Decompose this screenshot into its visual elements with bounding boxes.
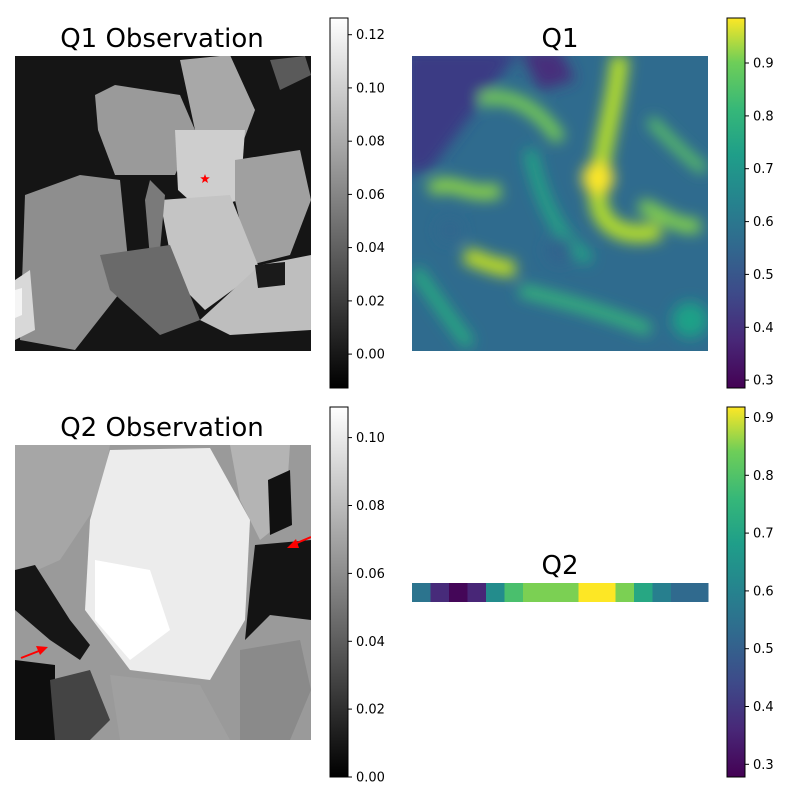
panel-q1: Q1 0.3 xyxy=(412,17,774,389)
panel-title: Q1 Observation xyxy=(60,24,264,54)
heatmap-cell xyxy=(504,583,524,602)
colorbar-tick-label: 0.06 xyxy=(356,188,385,203)
star-marker xyxy=(200,174,210,183)
heatmap-cell xyxy=(449,583,468,602)
colorbar-ticks: 0.3 0.4 0.5 0.6 0.7 0.8 0.9 xyxy=(745,411,774,773)
heatmap-cell xyxy=(597,583,616,602)
colorbar-tick-label: 0.02 xyxy=(356,703,385,718)
colorbar-tick-label: 0.6 xyxy=(753,215,774,230)
colorbar: 0.3 0.4 0.5 0.6 0.7 0.8 0.9 xyxy=(726,406,774,778)
colorbar-tick-label: 0.06 xyxy=(356,567,385,582)
colorbar-tick-label: 0.7 xyxy=(753,162,774,177)
heatmap-image xyxy=(15,445,311,740)
heatmap-cell xyxy=(671,583,690,602)
heatmap-image xyxy=(412,56,708,351)
colorbar-tick-label: 0.3 xyxy=(753,374,774,389)
colorbar-tick-label: 0.4 xyxy=(753,700,774,715)
heatmap-image xyxy=(15,56,311,351)
colorbar-tick-label: 0.9 xyxy=(753,57,774,72)
heatmap-cell xyxy=(689,583,709,602)
colorbar-tick-label: 0.5 xyxy=(753,642,774,657)
heatmap-cell xyxy=(615,583,635,602)
colorbar-tick-label: 0.8 xyxy=(753,109,774,124)
colorbar-tick-label: 0.12 xyxy=(356,28,385,43)
panel-q1-observation: Q1 Observation 0.00 0.02 0.04 0.06 xyxy=(15,17,385,389)
colorbar-tick-label: 0.3 xyxy=(753,758,774,773)
heatmap-cell xyxy=(486,583,505,602)
colorbar-tick-label: 0.10 xyxy=(356,81,385,96)
heatmap-cell xyxy=(467,583,487,602)
heatmap-cell xyxy=(523,583,542,602)
colorbar-tick-label: 0.08 xyxy=(356,135,385,150)
colorbar-tick-label: 0.9 xyxy=(753,411,774,426)
colorbar-tick-label: 0.6 xyxy=(753,584,774,599)
panel-title: Q2 Observation xyxy=(60,413,264,443)
colorbar: 0.00 0.02 0.04 0.06 0.08 0.10 xyxy=(329,406,385,786)
heatmap-cell xyxy=(560,583,579,602)
colorbar-tick-label: 0.10 xyxy=(356,431,385,446)
colorbar-tick-label: 0.08 xyxy=(356,499,385,514)
colorbar-tick-label: 0.04 xyxy=(356,241,385,256)
heatmap-cell xyxy=(634,583,653,602)
colorbar-tick-label: 0.8 xyxy=(753,469,774,484)
colorbar-ticks: 0.3 0.4 0.5 0.6 0.7 0.8 0.9 xyxy=(745,57,774,389)
colorbar-tick-label: 0.7 xyxy=(753,527,774,542)
colorbar: 0.00 0.02 0.04 0.06 0.08 0.10 0.12 xyxy=(329,17,385,389)
colorbar: 0.3 0.4 0.5 0.6 0.7 0.8 0.9 xyxy=(726,17,774,389)
heatmap-cell xyxy=(652,583,672,602)
colorbar-tick-label: 0.02 xyxy=(356,294,385,309)
colorbar-ticks: 0.00 0.02 0.04 0.06 0.08 0.10 0.12 xyxy=(348,28,385,363)
panel-title: Q1 xyxy=(541,24,578,54)
heatmap-strip xyxy=(412,583,709,602)
colorbar-tick-label: 0.00 xyxy=(356,771,385,786)
panel-q2-observation: Q2 Observation 0.00 0.02 0.04 xyxy=(15,406,385,786)
panel-q2: Q2 0.3 0.4 0.5 0.6 0.7 0.8 0.9 xyxy=(412,406,774,778)
colorbar-tick-label: 0.00 xyxy=(356,348,385,363)
colorbar-ticks: 0.00 0.02 0.04 0.06 0.08 0.10 xyxy=(348,431,385,786)
colorbar-tick-label: 0.5 xyxy=(753,268,774,283)
heatmap-cell xyxy=(578,583,598,602)
heatmap-cell xyxy=(541,583,561,602)
heatmap-cell xyxy=(430,583,450,602)
colorbar-tick-label: 0.04 xyxy=(356,635,385,650)
panel-title: Q2 xyxy=(541,551,578,581)
colorbar-tick-label: 0.4 xyxy=(753,321,774,336)
heatmap-cell xyxy=(412,583,431,602)
